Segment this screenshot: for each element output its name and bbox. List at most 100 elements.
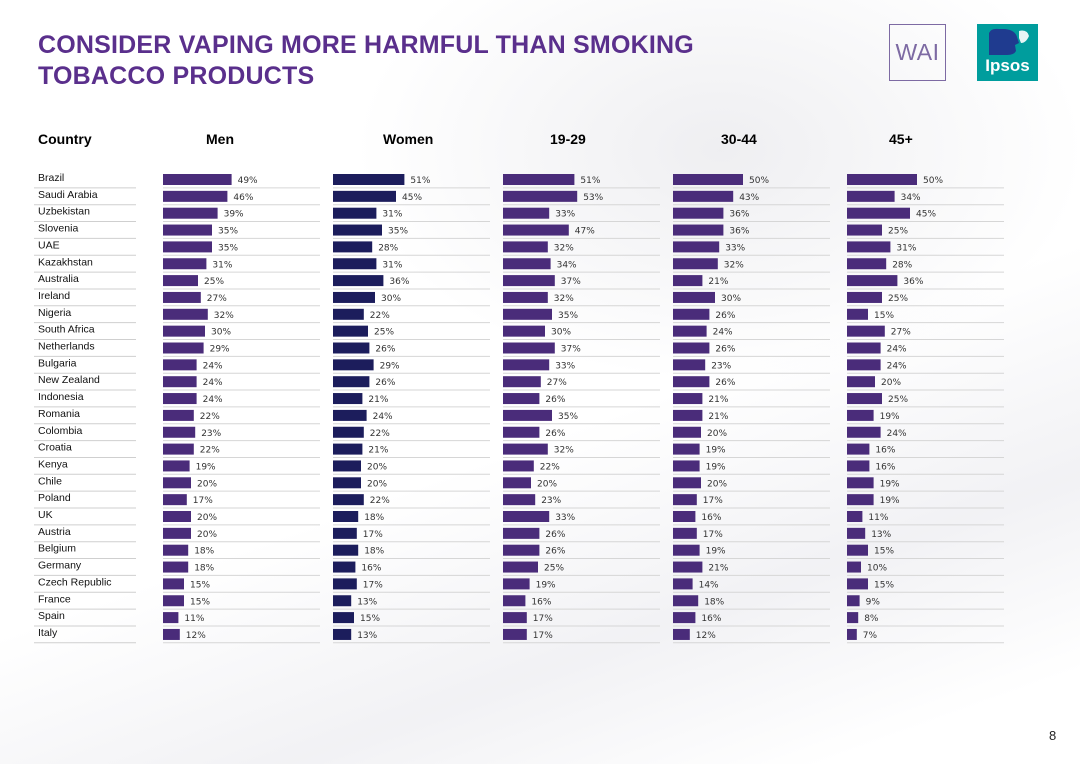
data-label: 19% <box>880 479 900 489</box>
data-label: 18% <box>704 597 724 607</box>
data-label: 26% <box>545 395 565 405</box>
bar-30-44 <box>673 443 700 455</box>
bar-men <box>163 258 207 270</box>
bar-45- <box>847 561 861 573</box>
data-label: 36% <box>729 210 749 220</box>
bar-19-29 <box>503 359 550 371</box>
bar-45- <box>847 460 870 472</box>
bar-30-44 <box>673 561 703 573</box>
data-label: 12% <box>696 631 716 641</box>
bar-45- <box>847 241 891 253</box>
data-label: 28% <box>378 243 398 253</box>
column-header-30-44: 30-44 <box>721 131 757 147</box>
country-label: Austria <box>38 526 71 538</box>
data-label: 26% <box>545 530 565 540</box>
country-label: Ireland <box>38 290 70 302</box>
data-label: 35% <box>218 243 238 253</box>
data-label: 22% <box>200 412 220 422</box>
data-label: 26% <box>715 378 735 388</box>
data-label: 8% <box>864 614 879 624</box>
data-label: 21% <box>708 395 728 405</box>
bar-19-29 <box>503 443 548 455</box>
data-label: 24% <box>203 378 223 388</box>
bar-women <box>333 174 405 185</box>
bar-women <box>333 224 382 236</box>
data-label: 24% <box>203 361 223 371</box>
bar-19-29 <box>503 342 555 354</box>
bar-men <box>163 359 197 371</box>
data-label: 35% <box>558 412 578 422</box>
wai-logo-text: WAI <box>895 39 940 65</box>
bar-women <box>333 291 375 303</box>
bar-men <box>163 207 218 219</box>
data-label: 36% <box>903 277 923 287</box>
bar-women <box>333 511 359 522</box>
data-label: 29% <box>210 345 230 355</box>
bar-women <box>333 190 396 202</box>
data-label: 22% <box>370 311 390 321</box>
bar-19-29 <box>503 325 545 337</box>
data-label: 18% <box>364 547 384 557</box>
ipsos-logo-text: Ipsos <box>985 56 1030 75</box>
bar-women <box>333 544 359 556</box>
bar-19-29 <box>503 561 538 573</box>
data-label: 23% <box>541 496 561 506</box>
country-label: South Africa <box>38 324 95 336</box>
data-label: 45% <box>402 193 422 203</box>
country-label: UK <box>38 509 53 521</box>
bar-45- <box>847 612 859 624</box>
bar-women <box>333 325 368 337</box>
data-label: 36% <box>729 227 749 237</box>
data-label: 16% <box>531 597 551 607</box>
data-label: 33% <box>555 210 575 220</box>
data-label: 22% <box>370 496 390 506</box>
data-label: 15% <box>360 614 380 624</box>
bar-women <box>333 376 370 388</box>
bar-30-44 <box>673 275 703 287</box>
country-label: Kazakhstan <box>38 256 93 268</box>
data-label: 17% <box>703 496 723 506</box>
data-label: 46% <box>233 193 253 203</box>
data-label: 25% <box>888 227 908 237</box>
bar-19-29 <box>503 393 540 405</box>
wai-logo: WAI <box>889 24 946 81</box>
bar-women <box>333 359 374 371</box>
bar-men <box>163 494 187 506</box>
data-label: 25% <box>204 277 224 287</box>
data-label: 21% <box>708 564 728 574</box>
bar-30-44 <box>673 511 696 522</box>
bar-19-29 <box>503 241 548 253</box>
bar-women <box>333 426 364 438</box>
data-label: 20% <box>707 479 727 489</box>
bar-women <box>333 308 364 320</box>
bar-19-29 <box>503 258 551 270</box>
bar-men <box>163 443 194 455</box>
data-label: 24% <box>713 328 733 338</box>
bar-30-44 <box>673 628 690 640</box>
bar-men <box>163 511 191 522</box>
data-label: 17% <box>703 530 723 540</box>
bar-45- <box>847 477 874 489</box>
data-label: 20% <box>367 462 387 472</box>
bar-30-44 <box>673 190 734 202</box>
bar-45- <box>847 258 887 270</box>
bar-women <box>333 241 373 253</box>
bar-women <box>333 477 361 489</box>
bar-45- <box>847 494 874 506</box>
bar-45- <box>847 443 870 455</box>
bar-45- <box>847 376 875 388</box>
bar-45- <box>847 409 874 421</box>
data-label: 18% <box>194 547 214 557</box>
bar-45- <box>847 527 866 539</box>
bar-45- <box>847 342 881 354</box>
title-line-1: CONSIDER VAPING MORE HARMFUL THAN SMOKIN… <box>38 31 694 59</box>
data-label: 30% <box>721 294 741 304</box>
title-line-2: TOBACCO PRODUCTS <box>38 62 315 90</box>
bar-men <box>163 393 197 405</box>
country-label: Australia <box>38 273 79 285</box>
data-label: 19% <box>706 547 726 557</box>
bar-19-29 <box>503 595 526 607</box>
bar-30-44 <box>673 426 701 438</box>
page-title: CONSIDER VAPING MORE HARMFUL THAN SMOKIN… <box>38 30 798 92</box>
